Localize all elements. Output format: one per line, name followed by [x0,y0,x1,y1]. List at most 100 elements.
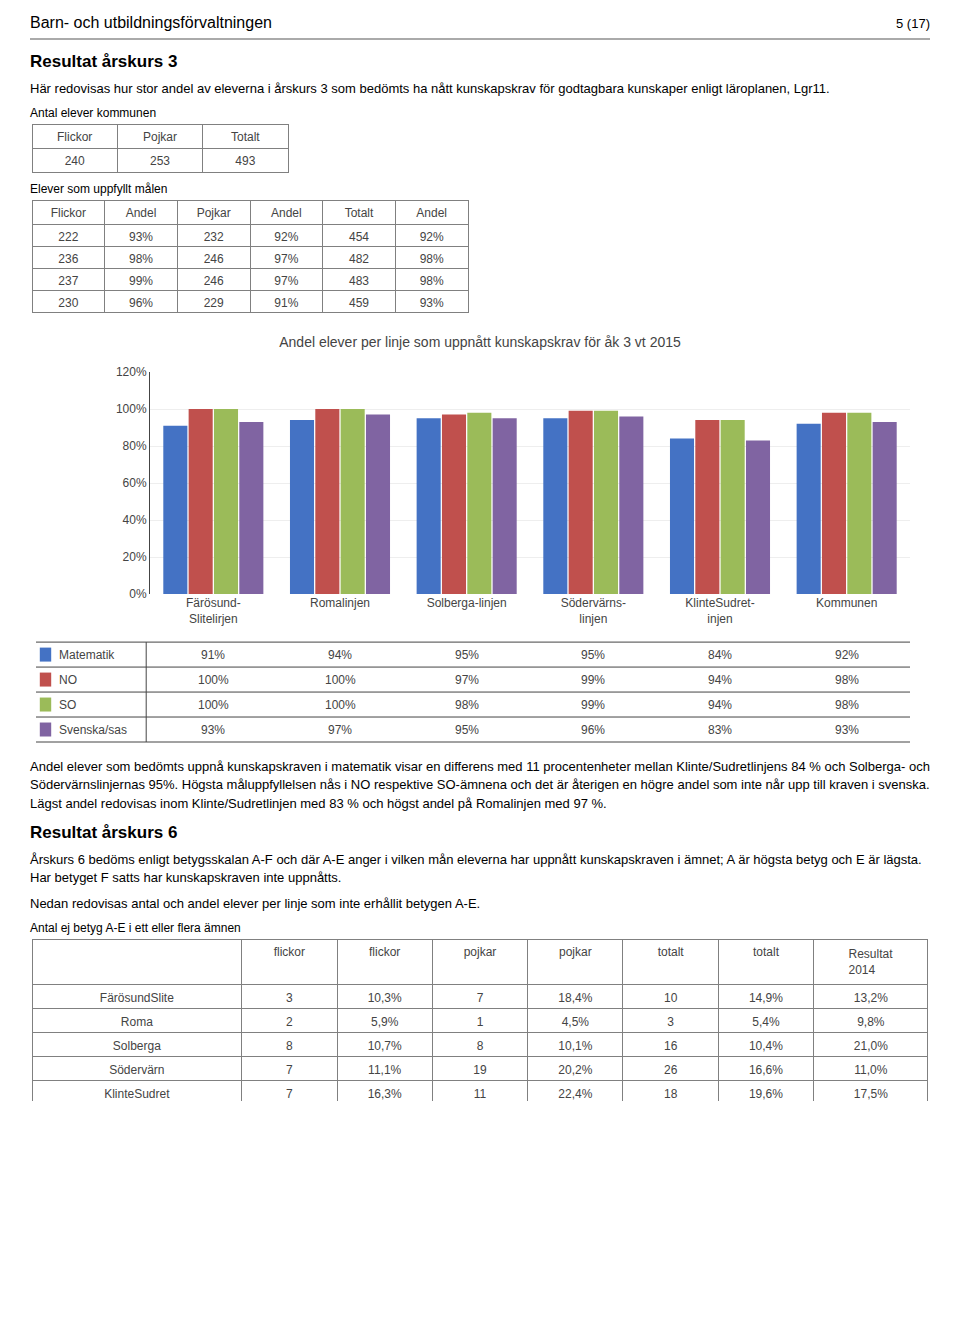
svg-text:94%: 94% [708,698,732,712]
svg-text:100%: 100% [198,673,229,687]
svg-text:94%: 94% [328,648,352,662]
svg-text:9,8%: 9,8% [857,1015,885,1029]
svg-text:232: 232 [204,230,224,244]
svg-text:Roma: Roma [121,1015,153,1029]
svg-text:97%: 97% [455,673,479,687]
svg-text:10: 10 [664,991,678,1005]
svg-text:flickor: flickor [274,945,305,959]
svg-text:16,6%: 16,6% [749,1063,783,1077]
svg-text:8: 8 [286,1039,293,1053]
svg-text:100%: 100% [325,698,356,712]
svg-text:14,9%: 14,9% [749,991,783,1005]
svg-text:KlinteSudret-injen: KlinteSudret-injen [685,596,754,626]
svg-text:7: 7 [477,991,484,1005]
svg-text:10,4%: 10,4% [749,1039,783,1053]
svg-text:100%: 100% [116,402,147,416]
svg-text:Flickor: Flickor [51,206,86,220]
svg-text:11,0%: 11,0% [854,1063,887,1077]
svg-text:Matematik: Matematik [59,648,115,662]
svg-text:97%: 97% [274,274,298,288]
svg-text:230: 230 [58,296,78,310]
svg-text:3: 3 [286,991,293,1005]
svg-text:18: 18 [664,1087,678,1101]
svg-text:Resultat2014: Resultat2014 [848,947,893,977]
svg-text:80%: 80% [123,439,147,453]
svg-text:flickor: flickor [369,945,400,959]
svg-text:97%: 97% [328,723,352,737]
svg-text:97%: 97% [274,252,298,266]
svg-text:18,4%: 18,4% [558,991,592,1005]
svg-text:237: 237 [58,274,78,288]
svg-text:1: 1 [477,1015,484,1029]
svg-text:246: 246 [204,252,224,266]
svg-text:Kommunen: Kommunen [816,596,877,610]
svg-text:totalt: totalt [658,945,685,959]
svg-text:pojkar: pojkar [559,945,592,959]
svg-text:93%: 93% [129,230,153,244]
svg-text:Totalt: Totalt [231,130,260,144]
svg-text:246: 246 [204,274,224,288]
svg-text:11,1%: 11,1% [368,1063,401,1077]
svg-text:Romalinjen: Romalinjen [310,596,370,610]
svg-text:3: 3 [667,1015,674,1029]
svg-text:8: 8 [477,1039,484,1053]
svg-text:83%: 83% [708,723,732,737]
svg-text:Andel: Andel [271,206,302,220]
svg-text:Södervärn: Södervärn [109,1063,164,1077]
svg-text:91%: 91% [274,296,298,310]
svg-text:22,4%: 22,4% [558,1087,592,1101]
svg-text:5,9%: 5,9% [371,1015,399,1029]
svg-text:92%: 92% [420,230,444,244]
svg-text:84%: 84% [708,648,732,662]
svg-text:Pojkar: Pojkar [143,130,177,144]
svg-text:98%: 98% [420,274,444,288]
svg-text:99%: 99% [581,698,605,712]
svg-text:7: 7 [286,1087,293,1101]
svg-text:KlinteSudret: KlinteSudret [104,1087,170,1101]
svg-text:26: 26 [664,1063,678,1077]
svg-text:93%: 93% [835,723,859,737]
svg-text:482: 482 [349,252,369,266]
svg-text:5,4%: 5,4% [752,1015,780,1029]
svg-text:222: 222 [58,230,78,244]
svg-text:20%: 20% [123,550,147,564]
svg-text:40%: 40% [123,513,147,527]
svg-text:2: 2 [286,1015,293,1029]
svg-text:96%: 96% [129,296,153,310]
svg-text:60%: 60% [123,476,147,490]
svg-text:95%: 95% [455,648,479,662]
svg-text:17,5%: 17,5% [854,1087,888,1101]
svg-text:98%: 98% [129,252,153,266]
svg-text:Solberga: Solberga [113,1039,161,1053]
svg-text:Andel elever per linje som upp: Andel elever per linje som uppnått kunsk… [279,334,681,350]
svg-text:21,0%: 21,0% [854,1039,888,1053]
svg-text:4,5%: 4,5% [562,1015,590,1029]
svg-text:253: 253 [150,154,170,168]
svg-text:Andel: Andel [416,206,447,220]
svg-text:98%: 98% [420,252,444,266]
svg-text:483: 483 [349,274,369,288]
svg-text:Svenska/sas: Svenska/sas [59,723,127,737]
svg-text:10,3%: 10,3% [368,991,402,1005]
svg-text:98%: 98% [455,698,479,712]
svg-text:93%: 93% [201,723,225,737]
svg-text:NO: NO [59,673,77,687]
svg-text:454: 454 [349,230,369,244]
svg-text:SO: SO [59,698,76,712]
svg-text:100%: 100% [325,673,356,687]
svg-text:13,2%: 13,2% [854,991,888,1005]
svg-text:19: 19 [473,1063,487,1077]
svg-text:16: 16 [664,1039,678,1053]
svg-text:totalt: totalt [753,945,780,959]
svg-text:10,1%: 10,1% [558,1039,592,1053]
svg-text:10,7%: 10,7% [368,1039,402,1053]
svg-text:98%: 98% [835,673,859,687]
svg-text:99%: 99% [581,673,605,687]
svg-text:120%: 120% [116,365,147,379]
svg-text:96%: 96% [581,723,605,737]
svg-text:7: 7 [286,1063,293,1077]
svg-text:459: 459 [349,296,369,310]
svg-text:Pojkar: Pojkar [197,206,231,220]
svg-text:98%: 98% [835,698,859,712]
svg-text:236: 236 [58,252,78,266]
